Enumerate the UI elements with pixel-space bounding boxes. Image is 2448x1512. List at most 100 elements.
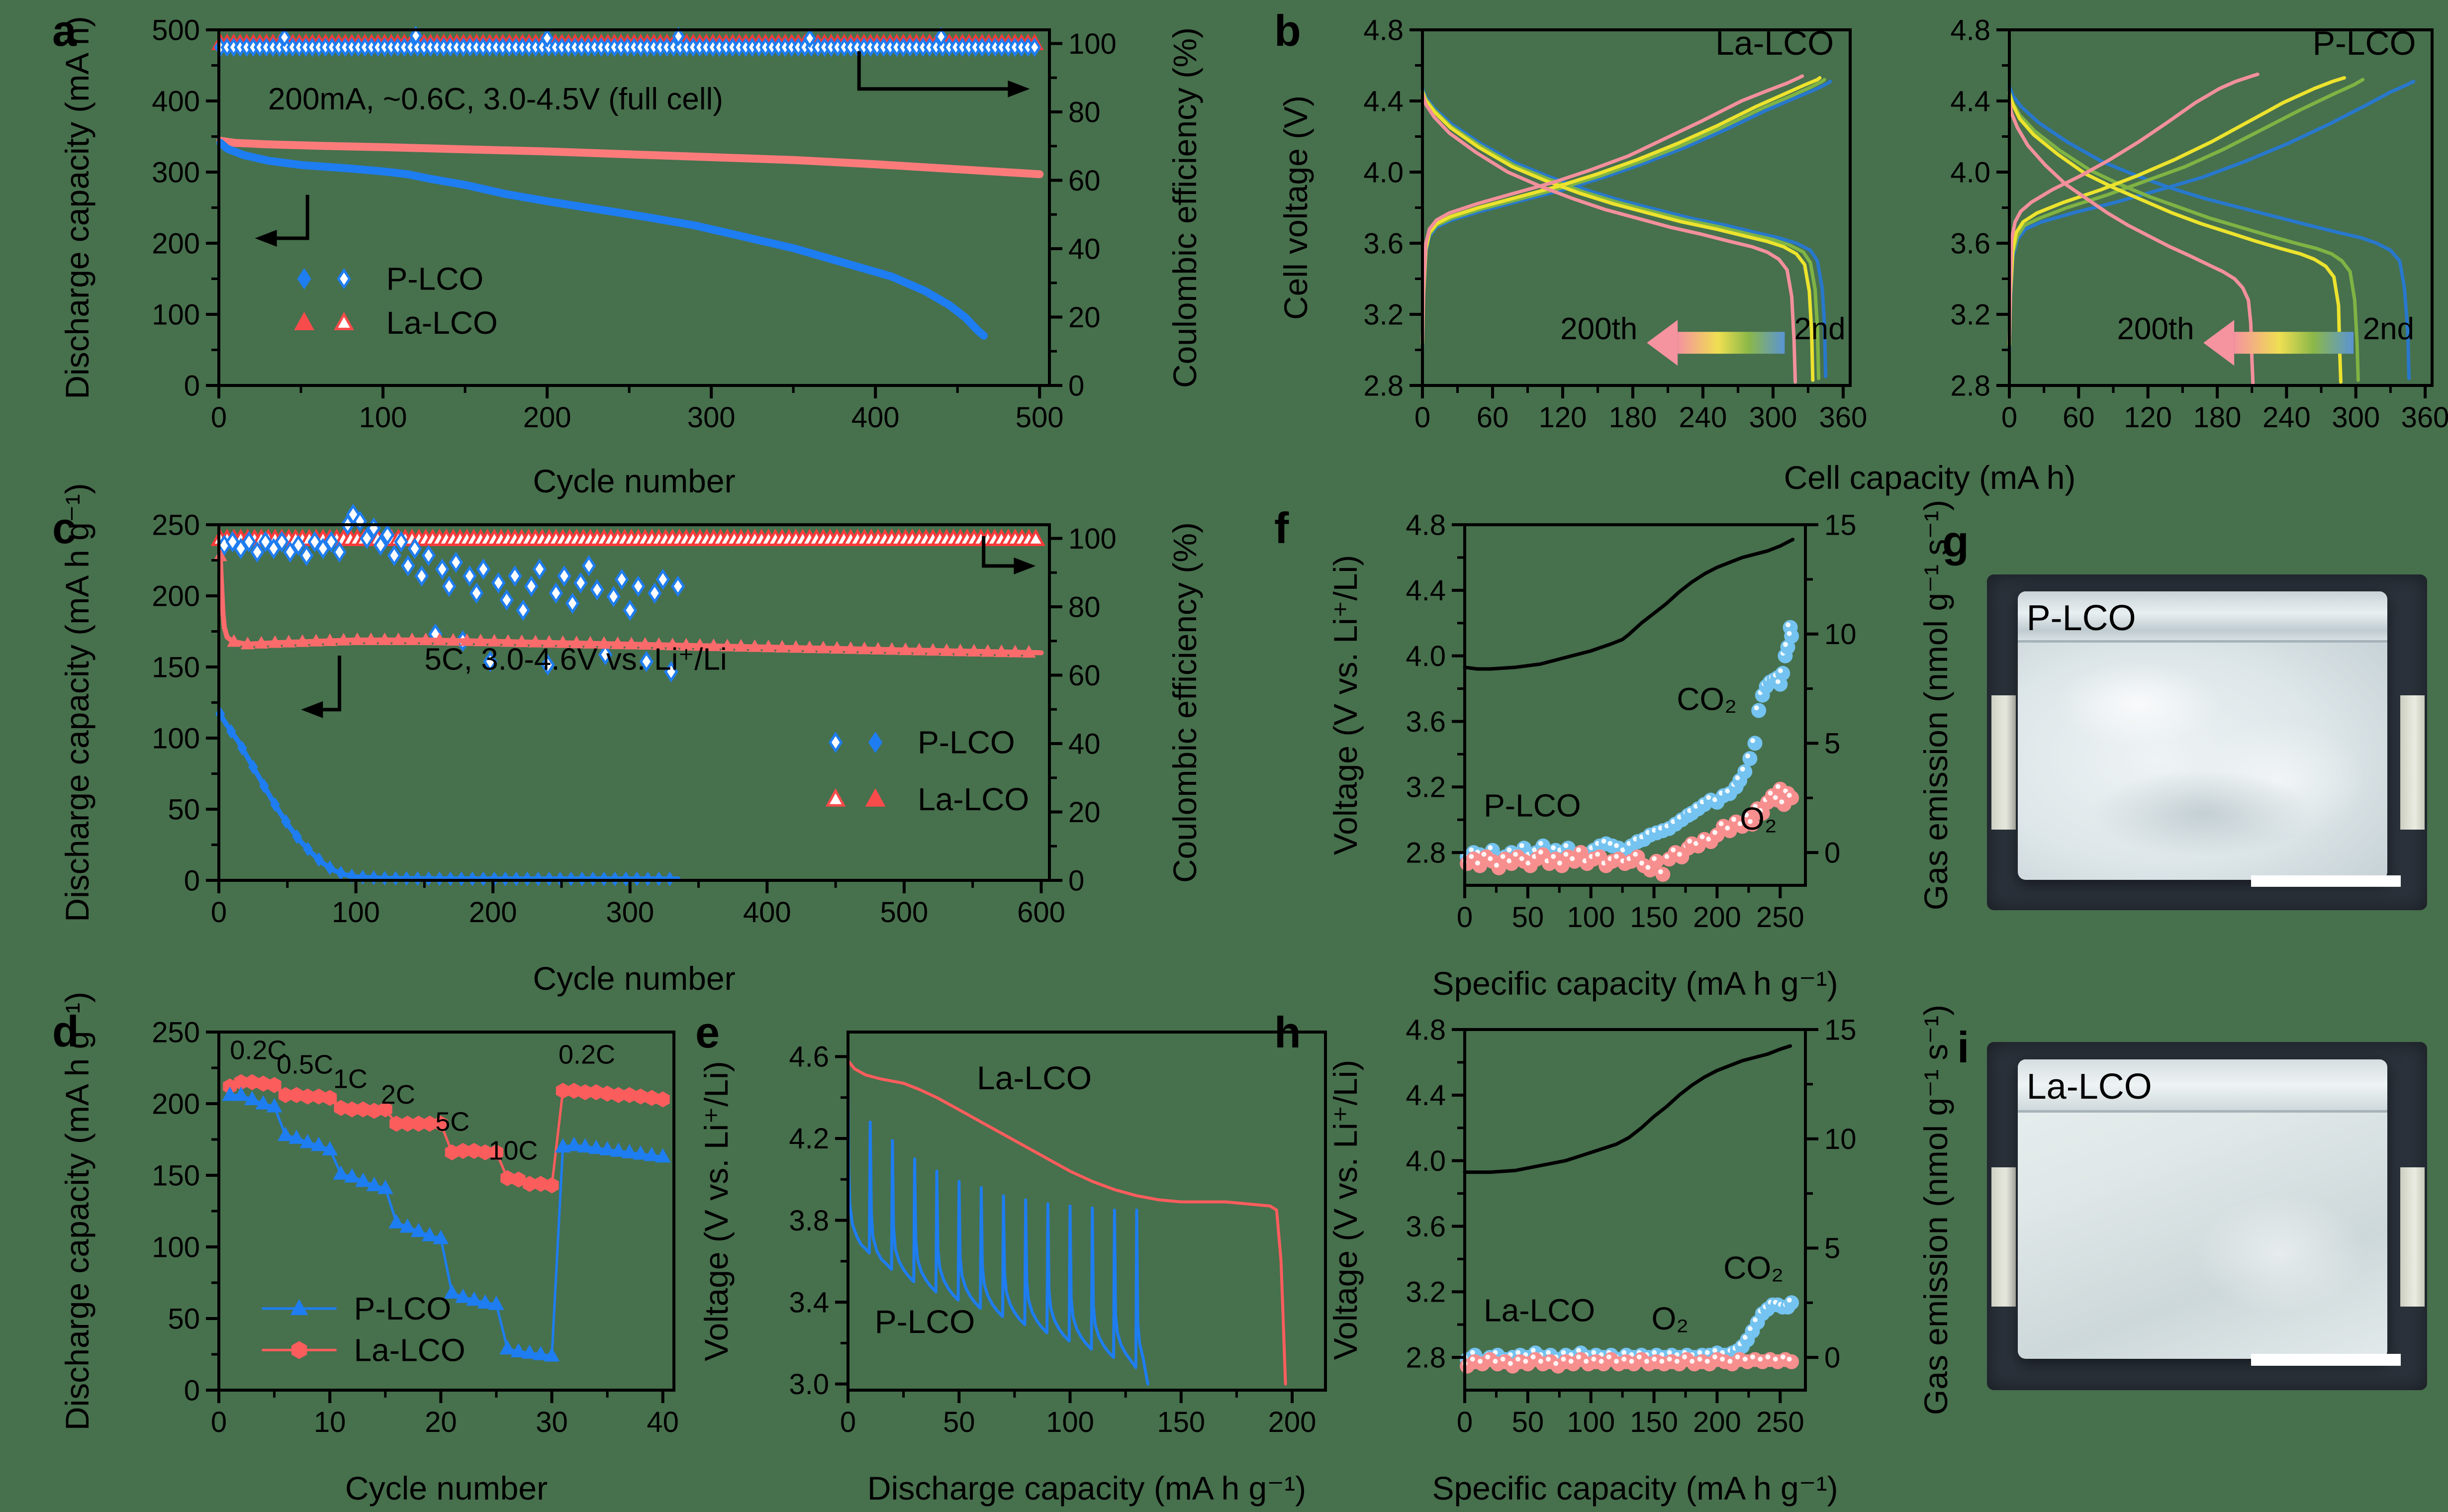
svg-text:Voltage (V vs. Li⁺/Li): Voltage (V vs. Li⁺/Li) — [1327, 555, 1364, 855]
svg-text:60: 60 — [1068, 660, 1101, 692]
svg-text:300: 300 — [152, 156, 200, 189]
svg-text:Coulombic efficiency (%): Coulombic efficiency (%) — [1166, 522, 1203, 883]
svg-text:La-LCO: La-LCO — [918, 781, 1029, 817]
svg-text:10C: 10C — [488, 1135, 538, 1165]
svg-text:250: 250 — [1756, 901, 1804, 934]
svg-text:200th: 200th — [1560, 312, 1637, 346]
svg-text:250: 250 — [152, 1016, 200, 1048]
svg-text:150: 150 — [1630, 1406, 1678, 1438]
svg-text:400: 400 — [743, 896, 791, 929]
svg-text:250: 250 — [152, 509, 200, 541]
svg-text:4.0: 4.0 — [1363, 156, 1404, 189]
svg-text:4.8: 4.8 — [1406, 509, 1446, 541]
svg-text:3.2: 3.2 — [1406, 1276, 1446, 1309]
svg-text:100: 100 — [1567, 901, 1615, 934]
panel-b-p-lco-voltage-chart: 0 60 120 180 240 300 360 2.8 3.2 3.6 4.0 4.4 4.8 P-LC… — [1950, 14, 2448, 434]
svg-text:20: 20 — [1068, 796, 1101, 829]
svg-text:200: 200 — [152, 580, 200, 612]
svg-text:250: 250 — [1756, 1406, 1804, 1438]
panel-d-rate-chart: 0 10 20 30 40 0 50 100 150 200 250 Cycle number Disc… — [59, 992, 679, 1507]
pouch-seal — [2017, 591, 2388, 643]
svg-text:150: 150 — [1157, 1406, 1205, 1438]
photo-label-la-lco: La-LCO — [2026, 1067, 2152, 1107]
svg-text:Discharge capacity (mA h): Discharge capacity (mA h) — [59, 16, 95, 399]
svg-text:3.4: 3.4 — [789, 1286, 829, 1319]
svg-text:0: 0 — [1457, 901, 1473, 934]
svg-text:180: 180 — [2193, 401, 2242, 434]
svg-text:0: 0 — [184, 864, 200, 897]
panel-letter-b: b — [1274, 6, 1301, 55]
svg-text:100: 100 — [359, 401, 407, 434]
svg-text:50: 50 — [1512, 901, 1544, 934]
pouch-highlight — [2055, 661, 2221, 748]
svg-text:P-LCO: P-LCO — [386, 261, 484, 297]
svg-text:4.2: 4.2 — [789, 1123, 829, 1155]
svg-text:5: 5 — [1824, 728, 1840, 760]
svg-text:30: 30 — [536, 1406, 568, 1438]
panel-a-cycling-chart: 0 100 200 300 400 500010020030040050002040608… — [59, 14, 1203, 499]
panel-letter-c: c — [52, 503, 77, 553]
svg-text:3.8: 3.8 — [789, 1205, 829, 1237]
svg-text:200th: 200th — [2117, 312, 2194, 346]
svg-text:Specific capacity (mA h g⁻¹): Specific capacity (mA h g⁻¹) — [1432, 965, 1838, 1002]
svg-text:Cycle number: Cycle number — [345, 1470, 548, 1507]
svg-text:40: 40 — [647, 1406, 679, 1438]
svg-text:La-LCO: La-LCO — [354, 1332, 466, 1368]
svg-text:CO₂: CO₂ — [1723, 1250, 1784, 1286]
svg-text:La-LCO: La-LCO — [1715, 24, 1834, 62]
svg-text:0: 0 — [184, 1374, 200, 1407]
svg-text:0: 0 — [211, 1406, 227, 1438]
svg-text:5C: 5C — [435, 1107, 470, 1137]
svg-text:600: 600 — [1017, 896, 1065, 929]
svg-text:1C: 1C — [333, 1064, 368, 1094]
svg-text:10: 10 — [1824, 618, 1857, 651]
svg-text:0: 0 — [1068, 864, 1084, 897]
pouch-tab-right — [2400, 695, 2425, 830]
svg-text:0: 0 — [211, 401, 227, 434]
svg-text:0: 0 — [1824, 837, 1840, 869]
svg-text:Voltage (V vs. Li⁺/Li): Voltage (V vs. Li⁺/Li) — [698, 1061, 735, 1361]
svg-text:4.4: 4.4 — [1406, 574, 1446, 607]
svg-text:5: 5 — [1824, 1232, 1840, 1265]
svg-text:100: 100 — [1046, 1406, 1094, 1438]
svg-text:200: 200 — [152, 227, 200, 260]
svg-text:4.4: 4.4 — [1950, 85, 1990, 117]
svg-text:0.2C: 0.2C — [230, 1036, 286, 1065]
svg-text:3.2: 3.2 — [1950, 298, 1990, 331]
panel-letter-f: f — [1274, 503, 1289, 553]
svg-text:3.6: 3.6 — [1406, 1211, 1446, 1243]
svg-text:Discharge capacity (mA h g⁻¹): Discharge capacity (mA h g⁻¹) — [59, 483, 95, 922]
panel-letter-d: d — [52, 1007, 79, 1056]
pouch-cell — [2017, 1059, 2388, 1359]
svg-text:4.6: 4.6 — [789, 1041, 829, 1073]
svg-text:3.2: 3.2 — [1363, 298, 1404, 331]
svg-text:0: 0 — [211, 896, 227, 929]
svg-text:2.8: 2.8 — [1406, 837, 1446, 869]
svg-text:2nd: 2nd — [2363, 312, 2414, 346]
svg-text:300: 300 — [606, 896, 654, 929]
svg-text:2.8: 2.8 — [1950, 370, 1990, 402]
svg-text:240: 240 — [1679, 401, 1727, 434]
svg-text:120: 120 — [1539, 401, 1587, 434]
scale-bar — [2251, 875, 2401, 887]
svg-text:400: 400 — [851, 401, 900, 434]
svg-text:120: 120 — [2124, 401, 2172, 434]
svg-text:Gas emission (nmol g⁻¹ s⁻¹): Gas emission (nmol g⁻¹ s⁻¹) — [1917, 500, 1954, 910]
svg-text:4.4: 4.4 — [1406, 1079, 1446, 1112]
svg-text:20: 20 — [425, 1406, 457, 1438]
svg-text:P-LCO: P-LCO — [918, 725, 1015, 760]
svg-text:200mA, ~0.6C, 3.0-4.5V (full c: 200mA, ~0.6C, 3.0-4.5V (full cell) — [268, 82, 723, 116]
svg-text:4.8: 4.8 — [1406, 1014, 1446, 1046]
svg-text:40: 40 — [1068, 233, 1101, 265]
svg-text:360: 360 — [1819, 401, 1868, 434]
svg-text:O₂: O₂ — [1652, 1301, 1689, 1336]
svg-text:180: 180 — [1609, 401, 1657, 434]
svg-text:La-LCO: La-LCO — [386, 305, 498, 341]
svg-text:4.4: 4.4 — [1363, 85, 1404, 117]
svg-text:0: 0 — [1414, 401, 1430, 434]
svg-text:0.5C: 0.5C — [277, 1050, 333, 1080]
svg-text:0: 0 — [184, 370, 200, 402]
svg-text:500: 500 — [152, 14, 200, 46]
svg-text:Cycle number: Cycle number — [533, 463, 735, 499]
svg-text:0: 0 — [1068, 370, 1084, 402]
